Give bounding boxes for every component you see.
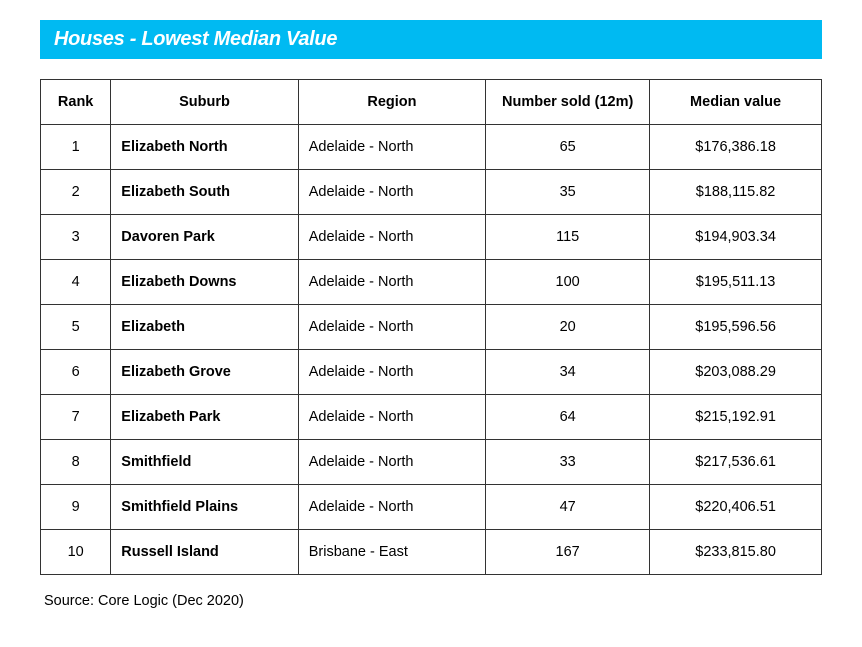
table-row: 1 Elizabeth North Adelaide - North 65 $1… — [41, 125, 822, 170]
cell-sold: 35 — [486, 170, 650, 215]
cell-rank: 10 — [41, 530, 111, 575]
cell-rank: 9 — [41, 485, 111, 530]
cell-sold: 34 — [486, 350, 650, 395]
cell-rank: 8 — [41, 440, 111, 485]
cell-sold: 115 — [486, 215, 650, 260]
cell-suburb: Elizabeth Downs — [111, 260, 298, 305]
cell-rank: 2 — [41, 170, 111, 215]
cell-median: $233,815.80 — [650, 530, 822, 575]
cell-median: $176,386.18 — [650, 125, 822, 170]
cell-median: $203,088.29 — [650, 350, 822, 395]
table-row: 8 Smithfield Adelaide - North 33 $217,53… — [41, 440, 822, 485]
cell-rank: 7 — [41, 395, 111, 440]
cell-region: Adelaide - North — [298, 485, 485, 530]
cell-suburb: Smithfield — [111, 440, 298, 485]
header-bar: Houses - Lowest Median Value — [40, 20, 822, 59]
table-row: 6 Elizabeth Grove Adelaide - North 34 $2… — [41, 350, 822, 395]
cell-region: Adelaide - North — [298, 125, 485, 170]
cell-rank: 3 — [41, 215, 111, 260]
cell-rank: 1 — [41, 125, 111, 170]
table-row: 5 Elizabeth Adelaide - North 20 $195,596… — [41, 305, 822, 350]
table-row: 7 Elizabeth Park Adelaide - North 64 $21… — [41, 395, 822, 440]
cell-rank: 4 — [41, 260, 111, 305]
cell-sold: 47 — [486, 485, 650, 530]
cell-suburb: Elizabeth South — [111, 170, 298, 215]
cell-region: Adelaide - North — [298, 170, 485, 215]
cell-suburb: Smithfield Plains — [111, 485, 298, 530]
column-header-sold: Number sold (12m) — [486, 80, 650, 125]
cell-sold: 65 — [486, 125, 650, 170]
cell-region: Adelaide - North — [298, 440, 485, 485]
cell-sold: 33 — [486, 440, 650, 485]
cell-region: Adelaide - North — [298, 305, 485, 350]
cell-region: Adelaide - North — [298, 350, 485, 395]
table-row: 9 Smithfield Plains Adelaide - North 47 … — [41, 485, 822, 530]
cell-region: Adelaide - North — [298, 395, 485, 440]
cell-region: Adelaide - North — [298, 215, 485, 260]
cell-suburb: Davoren Park — [111, 215, 298, 260]
cell-median: $195,596.56 — [650, 305, 822, 350]
table-header-row: Rank Suburb Region Number sold (12m) Med… — [41, 80, 822, 125]
table-row: 2 Elizabeth South Adelaide - North 35 $1… — [41, 170, 822, 215]
data-table: Rank Suburb Region Number sold (12m) Med… — [40, 79, 822, 575]
cell-suburb: Russell Island — [111, 530, 298, 575]
cell-median: $215,192.91 — [650, 395, 822, 440]
table-row: 3 Davoren Park Adelaide - North 115 $194… — [41, 215, 822, 260]
table-row: 10 Russell Island Brisbane - East 167 $2… — [41, 530, 822, 575]
table-row: 4 Elizabeth Downs Adelaide - North 100 $… — [41, 260, 822, 305]
cell-region: Brisbane - East — [298, 530, 485, 575]
cell-suburb: Elizabeth Park — [111, 395, 298, 440]
table-body: 1 Elizabeth North Adelaide - North 65 $1… — [41, 125, 822, 575]
header-title: Houses - Lowest Median Value — [54, 28, 808, 51]
cell-suburb: Elizabeth Grove — [111, 350, 298, 395]
cell-rank: 5 — [41, 305, 111, 350]
cell-median: $220,406.51 — [650, 485, 822, 530]
column-header-suburb: Suburb — [111, 80, 298, 125]
cell-suburb: Elizabeth North — [111, 125, 298, 170]
cell-sold: 64 — [486, 395, 650, 440]
cell-median: $217,536.61 — [650, 440, 822, 485]
cell-median: $188,115.82 — [650, 170, 822, 215]
column-header-region: Region — [298, 80, 485, 125]
column-header-median: Median value — [650, 80, 822, 125]
cell-median: $194,903.34 — [650, 215, 822, 260]
column-header-rank: Rank — [41, 80, 111, 125]
cell-sold: 167 — [486, 530, 650, 575]
cell-median: $195,511.13 — [650, 260, 822, 305]
source-text: Source: Core Logic (Dec 2020) — [40, 593, 822, 609]
cell-suburb: Elizabeth — [111, 305, 298, 350]
cell-rank: 6 — [41, 350, 111, 395]
cell-sold: 100 — [486, 260, 650, 305]
cell-sold: 20 — [486, 305, 650, 350]
cell-region: Adelaide - North — [298, 260, 485, 305]
